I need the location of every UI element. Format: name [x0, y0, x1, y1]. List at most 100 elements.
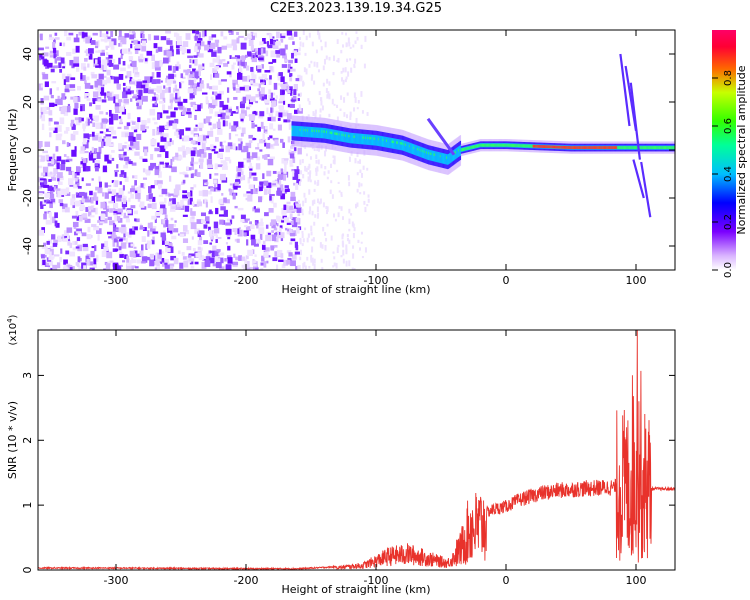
spectrogram-signal-peak [558, 145, 560, 149]
spectrogram-noise-cell [145, 256, 151, 261]
spectrogram-noise-cell [43, 59, 49, 67]
spectrogram-noise-cell [176, 48, 180, 55]
spectrogram-noise-cell [142, 177, 148, 180]
spectrogram-noise-cell [289, 213, 293, 220]
spectrogram-noise-cell [154, 179, 159, 186]
spectrogram-noise-cell [140, 31, 145, 34]
spectrogram-noise-cell [275, 95, 278, 99]
spectrogram-noise-cell [149, 259, 155, 267]
spectrogram-noise-cell [183, 260, 189, 268]
spectrogram-noise-cell [169, 202, 173, 206]
spectrogram-noise-cell [249, 114, 255, 121]
spectrogram-noise-cell [233, 87, 236, 91]
spectrogram-signal-core [352, 132, 354, 144]
spectrogram-noise-cell [186, 196, 193, 199]
spectrogram-noise-cell [107, 96, 114, 101]
spectrogram-noise-cell [235, 109, 238, 113]
spectrogram-noise-cell [311, 250, 314, 253]
spectrogram-noise-cell [110, 130, 117, 135]
spectrogram-noise-cell [315, 167, 318, 172]
spectrogram-noise-cell [156, 252, 162, 260]
spectrogram-noise-cell [72, 171, 75, 177]
spectrogram-signal-core [397, 139, 399, 150]
spectrogram-signal-peak [464, 147, 466, 151]
spectrogram-noise-cell [179, 172, 186, 175]
spectrogram-noise-cell [145, 243, 148, 250]
spectrogram-noise-cell [127, 112, 131, 120]
spectrogram-noise-cell [233, 96, 238, 100]
spectrogram-noise-cell [333, 213, 336, 218]
spectrogram-noise-cell [103, 123, 107, 129]
spectrogram-noise-cell [259, 233, 263, 240]
spectrogram-noise-cell [231, 125, 237, 132]
spectrogram-signal-core [360, 133, 362, 145]
spectrogram-noise-cell [176, 201, 180, 208]
spectrogram-x-axis-label: Height of straight line (km) [281, 283, 430, 296]
spectrogram-signal-peak [661, 146, 664, 150]
spectrogram-noise-cell [269, 123, 274, 130]
spectrogram-noise-cell [150, 138, 157, 146]
spectrogram-noise-cell [283, 259, 289, 266]
spectrogram-noise-cell [225, 242, 229, 245]
spectrogram-noise-cell [246, 152, 251, 159]
spectrogram-noise-cell [92, 32, 98, 36]
spectrogram-signal-peak [573, 146, 575, 150]
spectrogram-noise-cell [233, 121, 239, 128]
spectrogram-noise-cell [178, 105, 183, 110]
spectrogram-noise-cell [306, 256, 309, 261]
spectrogram-noise-cell [158, 194, 164, 197]
spectrogram-noise-cell [175, 152, 179, 158]
spectrogram-noise-cell [298, 199, 301, 203]
spectrogram-noise-cell [240, 118, 244, 122]
spectrogram-noise-cell [55, 133, 62, 141]
spectrogram-noise-cell [301, 158, 304, 164]
spectrogram-noise-cell [288, 59, 293, 64]
spectrogram-noise-cell [75, 246, 80, 249]
spectrogram-noise-cell [265, 154, 270, 158]
spectrogram-noise-cell [168, 243, 173, 247]
spectrogram-noise-cell [359, 247, 362, 251]
spectrogram-noise-cell [277, 177, 280, 183]
spectrogram-signal-peak [495, 143, 497, 147]
spectrogram-x-tick-label: 0 [503, 274, 510, 287]
spectrogram-noise-cell [290, 145, 294, 149]
spectrogram-noise-cell [62, 238, 69, 242]
spectrogram-noise-cell [328, 81, 331, 86]
spectrogram-signal-peak [648, 146, 650, 150]
spectrogram-noise-cell [53, 127, 58, 133]
spectrogram-noise-cell [277, 249, 283, 257]
spectrogram-noise-cell [131, 60, 137, 68]
spectrogram-noise-cell [339, 108, 342, 111]
spectrogram-noise-cell [254, 254, 257, 257]
spectrogram-noise-cell [97, 56, 101, 64]
spectrogram-signal-core [438, 152, 441, 163]
spectrogram-noise-cell [218, 252, 225, 256]
spectrogram-signal-peak [542, 145, 544, 148]
spectrogram-noise-cell [131, 126, 136, 130]
spectrogram-noise-cell [340, 191, 343, 195]
spectrogram-noise-cell [124, 132, 129, 138]
spectrogram-noise-cell [258, 196, 263, 203]
snr-x-axis-label: Height of straight line (km) [281, 583, 430, 596]
spectrogram-noise-cell [291, 169, 296, 172]
spectrogram-noise-cell [93, 63, 99, 67]
spectrogram-noise-cell [297, 97, 300, 101]
spectrogram-noise-cell [105, 57, 110, 64]
spectrogram-signal-peak [506, 143, 508, 147]
spectrogram-noise-cell [310, 231, 313, 236]
spectrogram-y-axis-label: Frequency (Hz) [6, 109, 19, 192]
spectrogram-noise-cell [204, 198, 207, 205]
spectrogram-signal-peak [608, 146, 610, 150]
spectrogram-noise-cell [326, 95, 329, 99]
spectrogram-signal-peak [470, 146, 472, 149]
spectrogram-signal-peak [620, 146, 622, 150]
spectrogram-noise-cell [123, 151, 127, 156]
spectrogram-noise-cell [228, 30, 233, 33]
spectrogram-noise-cell [214, 111, 220, 117]
spectrogram-noise-cell [124, 141, 128, 144]
spectrogram-noise-cell [147, 222, 152, 229]
spectrogram-signal-peak [532, 144, 534, 148]
spectrogram-noise-cell [289, 205, 294, 210]
spectrogram-noise-cell [285, 119, 290, 123]
spectrogram-signal-core [294, 125, 296, 137]
